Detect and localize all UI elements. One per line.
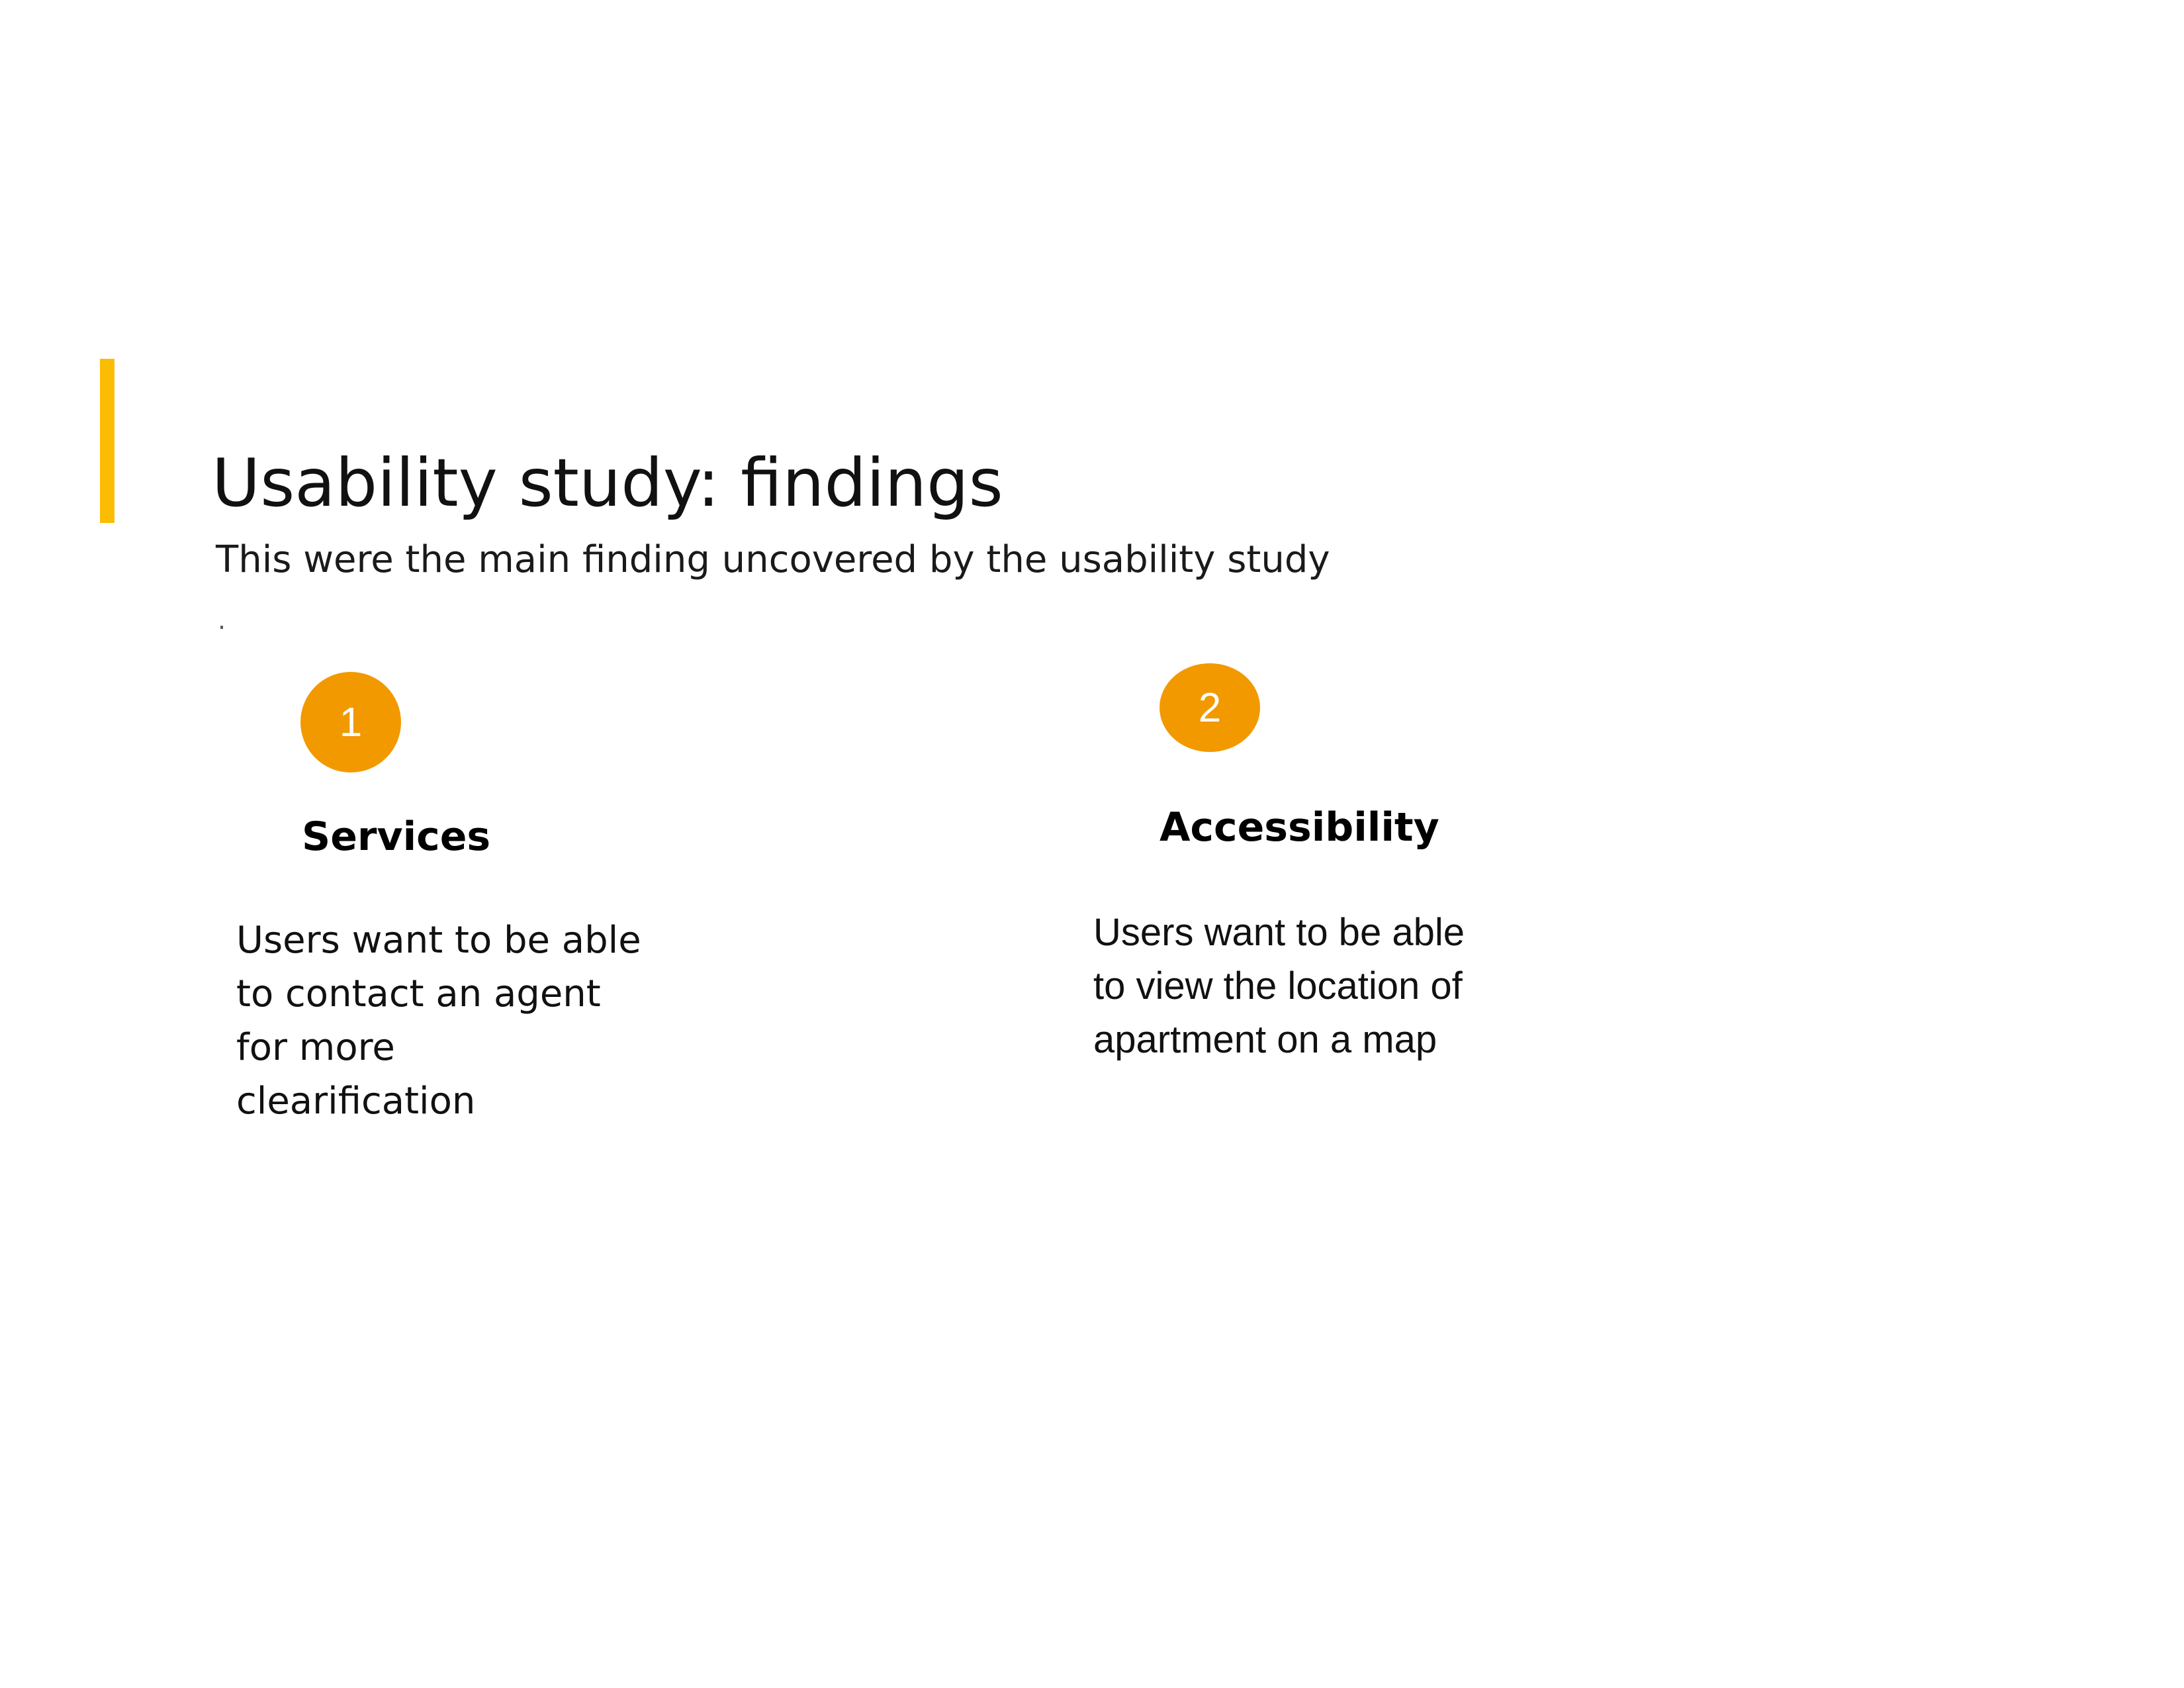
- number-badge-1: 1: [300, 672, 401, 773]
- finding-heading: Services: [302, 814, 491, 860]
- finding-description: Users want to be able to contact an agen…: [236, 919, 641, 1123]
- number-badge-2: 2: [1160, 663, 1260, 752]
- title-accent-bar: [100, 359, 114, 523]
- page-title: Usability study: findings: [212, 444, 1003, 522]
- badge-number: 1: [339, 699, 363, 745]
- finding-description: Users want to be able to view the locati…: [1093, 911, 1465, 1061]
- badge-number: 2: [1198, 684, 1222, 731]
- page-subtitle: This were the main finding uncovered by …: [216, 538, 1330, 581]
- finding-heading: Accessibility: [1160, 804, 1439, 851]
- stray-period: .: [218, 606, 226, 635]
